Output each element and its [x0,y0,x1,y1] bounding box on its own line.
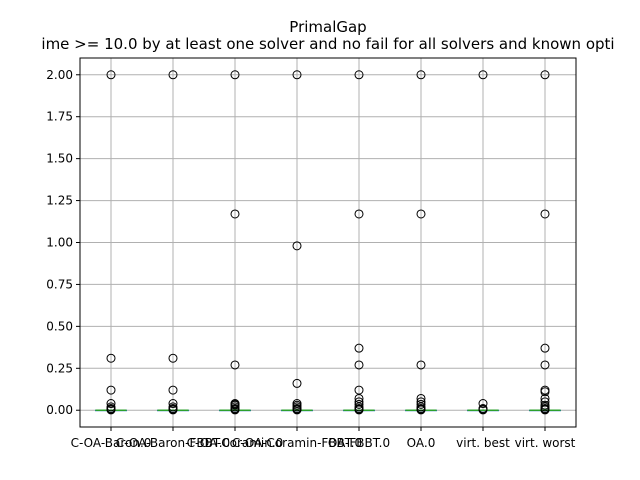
y-axis: 0.00 0.25 0.50 0.75 1.00 1.25 1.50 1.75 2.00 [46,68,80,417]
chart-title: PrimalGap [289,18,366,36]
y-tick-label: 1.50 [46,152,73,166]
y-tick-label: 2.00 [46,68,73,82]
x-tick-label: OA-FBBT.0 [328,436,390,450]
y-tick-label: 1.25 [46,194,73,208]
grid-lines [80,58,576,427]
y-tick-label: 1.75 [46,110,73,124]
x-tick-label: virt. best [456,436,510,450]
y-tick-label: 1.00 [46,236,73,250]
y-tick-label: 0.25 [46,361,73,375]
x-tick-label: virt. worst [515,436,576,450]
chart-subtitle: ime >= 10.0 by at least one solver and n… [41,35,614,53]
y-tick-label: 0.75 [46,277,73,291]
y-tick-label: 0.00 [46,403,73,417]
x-axis: C-OA-Baron.0C-OA-Baron-FBBT.0C-OA-Corami… [71,427,576,450]
x-tick-label: OA.0 [407,436,436,450]
y-tick-label: 0.50 [46,319,73,333]
